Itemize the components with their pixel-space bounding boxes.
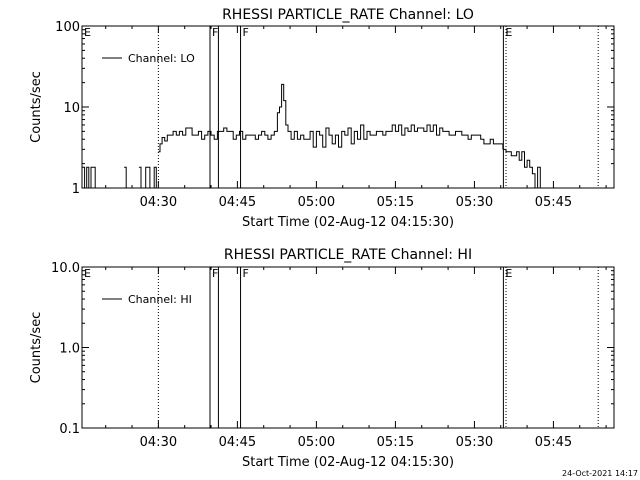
marker-label: F xyxy=(243,267,249,280)
x-tick-label: 05:45 xyxy=(535,195,572,210)
y-axis-label: Counts/sec xyxy=(29,312,44,384)
y-tick-label: 10.0 xyxy=(51,261,80,276)
chart-title: RHESSI PARTICLE_RATE Channel: LO xyxy=(222,7,474,23)
series-line xyxy=(124,166,131,189)
x-axis-label: Start Time (02-Aug-12 04:15:30) xyxy=(242,455,454,470)
legend-label: Channel: LO xyxy=(128,52,195,65)
marker-label: F xyxy=(212,267,218,280)
y-tick-label: 1.0 xyxy=(59,342,80,357)
x-tick-label: 05:15 xyxy=(377,435,414,450)
plot-frame xyxy=(81,266,615,429)
marker-label: F xyxy=(243,26,249,39)
series-line xyxy=(503,148,543,189)
y-tick-label: 1 xyxy=(72,182,80,197)
marker-label: E xyxy=(505,26,512,39)
y-tick-label: 0.1 xyxy=(59,422,80,437)
series-line xyxy=(138,166,159,189)
x-tick-label: 04:45 xyxy=(219,435,256,450)
marker-label: E xyxy=(84,267,91,280)
x-tick-label: 04:30 xyxy=(140,195,177,210)
marker-label: E xyxy=(84,26,91,39)
legend-label: Channel: HI xyxy=(128,293,192,306)
y-axis-label: Counts/sec xyxy=(29,71,44,143)
y-tick-label: 100 xyxy=(55,20,80,35)
x-tick-label: 04:30 xyxy=(140,435,177,450)
x-tick-label: 05:00 xyxy=(298,435,335,450)
footer-timestamp: 24-Oct-2021 14:17 xyxy=(562,469,638,478)
series-line xyxy=(158,83,504,153)
y-tick-label: 10 xyxy=(63,101,80,116)
chart-hi: RHESSI PARTICLE_RATE Channel: HI 0.1 1.0 10… xyxy=(29,247,615,470)
chart-lo: RHESSI PARTICLE_RATE Channel: LO 1 10 100 Co… xyxy=(29,7,615,230)
x-tick-label: 05:00 xyxy=(298,195,335,210)
x-tick-label: 05:45 xyxy=(535,435,572,450)
marker-label: E xyxy=(505,267,512,280)
plot-frame xyxy=(81,25,615,189)
marker-label: F xyxy=(212,26,218,39)
x-tick-label: 05:15 xyxy=(377,195,414,210)
x-axis-label: Start Time (02-Aug-12 04:15:30) xyxy=(242,215,454,230)
x-tick-label: 04:45 xyxy=(219,195,256,210)
series-line xyxy=(82,166,98,189)
x-tick-label: 05:30 xyxy=(456,195,493,210)
chart-title: RHESSI PARTICLE_RATE Channel: HI xyxy=(224,247,472,263)
x-tick-label: 05:30 xyxy=(456,435,493,450)
